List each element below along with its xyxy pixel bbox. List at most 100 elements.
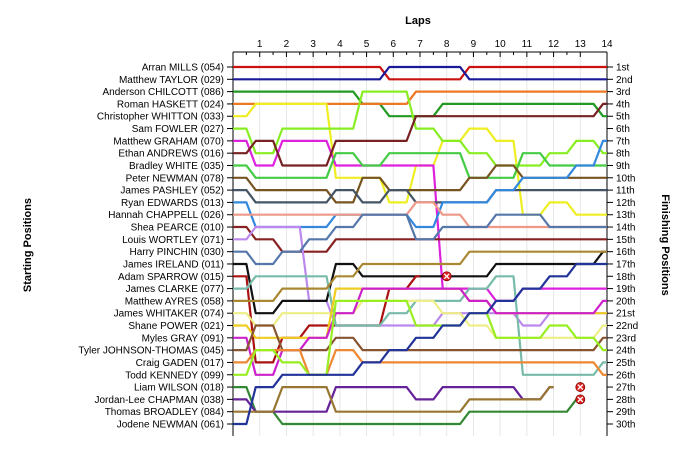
driver-label: Matthew AYRES (058) xyxy=(125,296,224,307)
finish-label: 25th xyxy=(616,358,635,369)
finish-label: 6th xyxy=(616,124,630,135)
driver-label: James WHITAKER (074) xyxy=(114,309,224,320)
axes xyxy=(227,51,613,436)
lap-label-14: 14 xyxy=(601,39,613,50)
finish-label: 3rd xyxy=(616,87,630,98)
x-axis-title: Laps xyxy=(405,15,431,27)
lap-label-13: 13 xyxy=(575,39,587,50)
driver-label: Adam SPARROW (015) xyxy=(118,272,224,283)
finish-label: 13th xyxy=(616,210,635,221)
finish-label: 11th xyxy=(616,186,635,197)
driver-label: Todd KENNEDY (099) xyxy=(125,370,224,381)
lap-label-10: 10 xyxy=(495,39,507,50)
driver-line-16 xyxy=(233,213,607,266)
lap-label-1: 1 xyxy=(257,39,263,50)
driver-label: James PASHLEY (052) xyxy=(120,186,224,197)
driver-label: Thomas BROADLEY (084) xyxy=(105,407,224,418)
lap-label-5: 5 xyxy=(364,39,370,50)
driver-label: Peter NEWMAN (078) xyxy=(126,173,224,184)
driver-line-1 xyxy=(233,65,607,81)
lap-label-2: 2 xyxy=(284,39,290,50)
finish-label: 16th xyxy=(616,247,635,258)
finish-label: 2nd xyxy=(616,75,633,86)
finish-label: 27th xyxy=(616,383,635,394)
finish-label: 28th xyxy=(616,395,635,406)
driver-label: Christopher WHITTON (033) xyxy=(97,112,224,123)
lap-label-12: 12 xyxy=(548,39,560,50)
driver-label: Myles GRAY (091) xyxy=(142,333,224,344)
driver-label: Bradley WHITE (035) xyxy=(129,161,224,172)
driver-label: Matthew GRAHAM (070) xyxy=(113,136,224,147)
driver-label: Jodene NEWMAN (061) xyxy=(117,420,224,431)
driver-label: Jordan-Lee CHAPMAN (038) xyxy=(95,395,225,406)
driver-label: Matthew TAYLOR (029) xyxy=(119,75,224,86)
finish-label: 8th xyxy=(616,149,630,160)
driver-label: Tyler JOHNSON-THOMAS (045) xyxy=(78,346,224,357)
retired-marker-icon xyxy=(441,271,452,282)
finish-label: 29th xyxy=(616,407,635,418)
driver-line-9 xyxy=(233,152,607,179)
driver-line-29 xyxy=(233,386,554,413)
y-axis-title-right: Finishing Positions xyxy=(659,194,671,295)
finish-label: 23rd xyxy=(616,333,636,344)
driver-label: Shane POWER (021) xyxy=(128,321,224,332)
retired-marker-icon xyxy=(575,394,586,405)
lap-label-6: 6 xyxy=(391,39,397,50)
finish-label: 21st xyxy=(616,309,635,320)
finish-label: 18th xyxy=(616,272,635,283)
driver-label: Anderson CHILCOTT (086) xyxy=(102,87,224,98)
finish-label: 7th xyxy=(616,136,630,147)
finish-label: 30th xyxy=(616,420,635,431)
lap-label-3: 3 xyxy=(310,39,316,50)
finish-label: 20th xyxy=(616,296,635,307)
finish-label: 12th xyxy=(616,198,635,209)
driver-line-26 xyxy=(233,299,607,376)
driver-label: Ethan ANDREWS (016) xyxy=(118,149,224,160)
driver-line-28 xyxy=(233,386,554,413)
finish-label: 19th xyxy=(616,284,635,295)
finish-label: 10th xyxy=(616,173,635,184)
driver-label: Harry PINCHIN (030) xyxy=(130,247,224,258)
finish-label: 9th xyxy=(616,161,630,172)
driver-label: Shea PEARCE (010) xyxy=(131,223,224,234)
finish-label: 24th xyxy=(616,346,635,357)
finishing-position-labels: 1st2nd3rd4th5th6th7th8th9th10th11th12th1… xyxy=(616,63,638,431)
finish-label: 5th xyxy=(616,112,630,123)
finish-label: 15th xyxy=(616,235,635,246)
driver-label: Ryan EDWARDS (013) xyxy=(121,198,224,209)
finish-label: 1st xyxy=(616,63,630,74)
driver-label: Roman HASKETT (024) xyxy=(117,99,224,110)
driver-line-2 xyxy=(233,65,607,81)
driver-line-21 xyxy=(233,299,607,339)
driver-label: Craig GADEN (017) xyxy=(136,358,224,369)
finish-label: 17th xyxy=(616,259,635,270)
finish-label: 26th xyxy=(616,370,635,381)
driver-position-lines xyxy=(233,65,607,426)
vertical-gridlines xyxy=(259,52,581,436)
lap-label-4: 4 xyxy=(337,39,343,50)
driver-label: Hannah CHAPPELL (026) xyxy=(108,210,224,221)
driver-label: Louis WORTLEY (071) xyxy=(122,235,224,246)
driver-line-8 xyxy=(233,102,607,167)
y-axis-title-left: Starting Positions xyxy=(22,198,34,292)
driver-line-7 xyxy=(233,139,607,302)
retirement-markers xyxy=(441,271,586,405)
driver-line-25 xyxy=(233,349,607,376)
driver-label: Liam WILSON (018) xyxy=(134,383,224,394)
lap-tick-labels: 1 2 3 4 5 6 7 8 9 10 11 12 13 14 xyxy=(257,39,613,50)
starting-position-labels: Arran MILLS (054)Matthew TAYLOR (029)And… xyxy=(78,63,224,431)
finish-label: 22nd xyxy=(616,321,638,332)
finish-label: 4th xyxy=(616,99,630,110)
lap-label-7: 7 xyxy=(417,39,423,50)
lap-label-8: 8 xyxy=(444,39,450,50)
lap-label-11: 11 xyxy=(522,39,533,50)
driver-label: Arran MILLS (054) xyxy=(142,63,224,74)
driver-label: Sam FOWLER (027) xyxy=(132,124,224,135)
driver-label: James IRELAND (011) xyxy=(123,259,224,270)
retired-marker-icon xyxy=(575,382,586,392)
lap-label-9: 9 xyxy=(471,39,477,50)
finish-label: 14th xyxy=(616,223,635,234)
driver-line-20 xyxy=(233,250,607,302)
driver-line-27 xyxy=(233,386,581,426)
